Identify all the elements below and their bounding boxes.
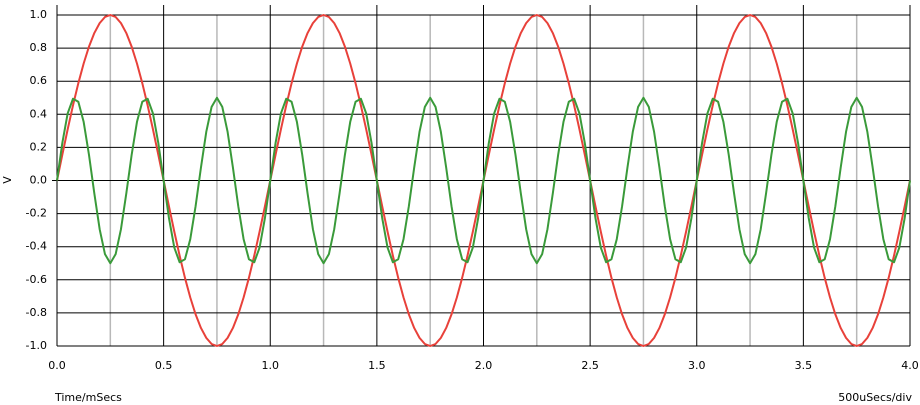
y-tick-label: 0.2 — [30, 140, 48, 153]
x-tick-label: 1.0 — [262, 359, 280, 372]
x-tick-label: 3.0 — [688, 359, 706, 372]
y-tick-label: 0.6 — [30, 74, 48, 87]
x-tick-label: 2.0 — [475, 359, 493, 372]
y-tick-label: -0.6 — [26, 273, 47, 286]
x-tick-label: 1.5 — [368, 359, 386, 372]
y-tick-label: -0.2 — [26, 207, 47, 220]
x-tick-label: 0.5 — [155, 359, 173, 372]
y-tick-label: -0.8 — [26, 306, 47, 319]
x-axis-label: Time/mSecs — [54, 391, 122, 404]
y-axis-label: V — [1, 176, 14, 184]
y-tick-label: 1.0 — [30, 8, 48, 21]
y-tick-label: 0.0 — [30, 174, 48, 187]
series-line — [56, 96, 911, 265]
y-tick-label: -0.4 — [26, 240, 47, 253]
x-tick-label: 3.5 — [795, 359, 813, 372]
y-tick-label: 0.8 — [30, 41, 48, 54]
x-tick-label: 2.5 — [581, 359, 599, 372]
y-tick-label: 0.4 — [30, 107, 48, 120]
x-scale-label: 500uSecs/div — [838, 391, 912, 404]
x-tick-label: 4.0 — [901, 359, 919, 372]
x-tick-label: 0.0 — [48, 359, 66, 372]
y-tick-label: -1.0 — [26, 339, 47, 352]
